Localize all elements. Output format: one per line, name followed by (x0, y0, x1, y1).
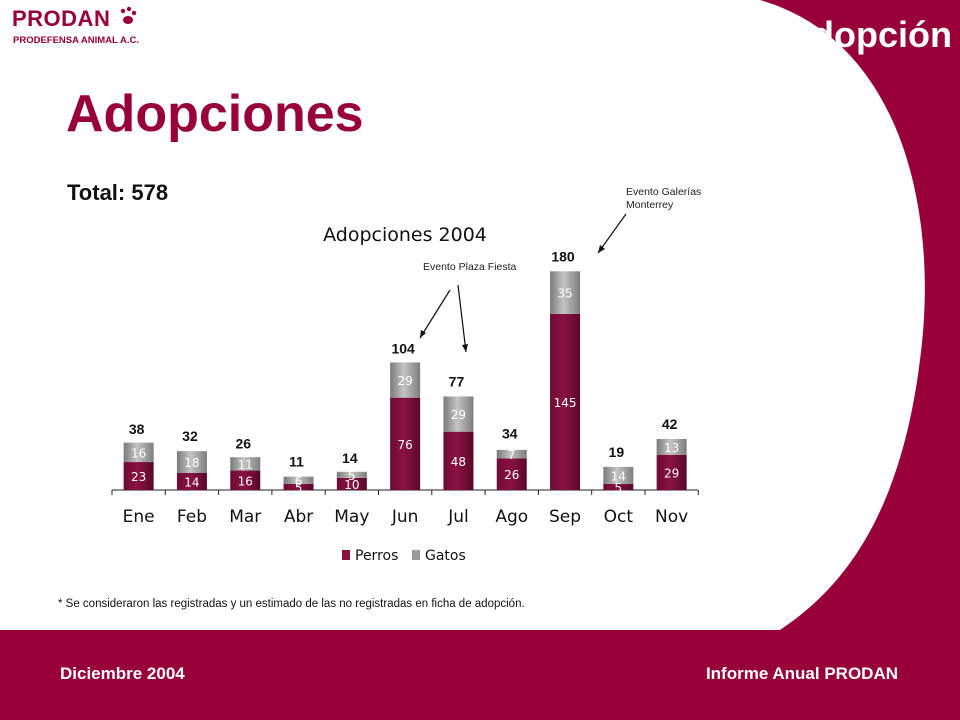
bar-gatos-abr (283, 476, 314, 484)
label-perros-mar: 16 (238, 474, 253, 488)
legend-label-gatos: Gatos (425, 548, 466, 564)
label-total-nov: 42 (662, 416, 678, 432)
bar-gatos-sep (550, 271, 581, 314)
label-perros-ago: 26 (504, 468, 519, 482)
chart-title: Adopciones 2004 (323, 224, 487, 246)
label-total-jul: 77 (449, 373, 465, 389)
bar-perros-oct (603, 483, 634, 490)
total-value: 578 (131, 180, 169, 205)
label-perros-nov: 29 (664, 466, 679, 480)
label-perros-oct: 5 (615, 481, 623, 495)
label-total-ago: 34 (502, 426, 518, 442)
x-tick-label-jul: Jul (447, 507, 469, 527)
section-title: Adopción (786, 14, 952, 55)
bar-perros-abr (283, 483, 314, 490)
label-perros-feb: 14 (184, 475, 199, 489)
x-tick-label-feb: Feb (177, 507, 207, 527)
label-perros-may: 10 (344, 478, 359, 492)
x-tick-label-jun: Jun (391, 507, 419, 527)
bar-perros-feb (176, 472, 207, 490)
label-gatos-abr: 6 (295, 474, 303, 488)
label-gatos-nov: 13 (664, 441, 679, 455)
label-perros-sep: 145 (554, 396, 577, 410)
label-perros-jul: 48 (451, 455, 466, 469)
bar-perros-jun (390, 397, 421, 490)
label-gatos-mar: 11 (238, 458, 253, 472)
label-gatos-may: 5 (348, 469, 356, 483)
annotation-arrows (419, 213, 627, 353)
x-tick-label-oct: Oct (604, 507, 634, 527)
label-total-oct: 19 (609, 444, 625, 460)
label-total-sep: 180 (551, 248, 575, 264)
paw-print-icon (120, 6, 137, 24)
label-gatos-oct: 14 (611, 469, 626, 483)
label-gatos-sep: 35 (557, 287, 572, 301)
x-tick-label-mar: Mar (229, 507, 261, 527)
footer-date: Diciembre 2004 (60, 664, 185, 683)
label-total-ene: 38 (129, 421, 145, 437)
prodan-logo: PRODAN PRODEFENSA ANIMAL A.C. (12, 6, 142, 50)
legend-swatch-gatos (412, 550, 420, 560)
x-tick-label-nov: Nov (655, 507, 688, 527)
bar-gatos-may (336, 471, 367, 478)
bar-gatos-mar (230, 457, 261, 471)
label-total-jun: 104 (391, 341, 415, 357)
label-total-mar: 26 (235, 435, 251, 451)
bar-perros-nov (656, 454, 687, 490)
label-gatos-ago: 7 (508, 448, 516, 462)
footer-report-name: Informe Anual PRODAN (705, 664, 898, 683)
bar-perros-sep (550, 313, 581, 490)
total-label: Total: (67, 180, 126, 205)
bar-gatos-feb (176, 451, 207, 473)
logo-name: PRODAN (12, 6, 111, 31)
chart-legend: Perros Gatos (342, 548, 466, 564)
label-total-may: 14 (342, 450, 358, 466)
legend-swatch-perros (342, 550, 350, 560)
bar-gatos-jun (390, 362, 421, 398)
bar-perros-ago (496, 458, 527, 490)
bar-gatos-jul (443, 396, 474, 432)
label-perros-jun: 76 (398, 438, 413, 452)
footnote: * Se consideraron las registradas y un e… (58, 598, 525, 610)
x-tick-label-may: May (334, 507, 369, 527)
bar-gatos-nov (656, 438, 687, 455)
bar-gatos-oct (603, 466, 634, 484)
label-gatos-ene: 16 (131, 446, 146, 460)
label-gatos-jul: 29 (451, 408, 466, 422)
label-gatos-jun: 29 (398, 374, 413, 388)
bar-perros-mar (230, 470, 261, 490)
logo-subtitle: PRODEFENSA ANIMAL A.C. (13, 35, 139, 46)
label-perros-abr: 5 (295, 481, 303, 495)
total-summary: Total: 578 (67, 180, 168, 206)
x-tick-label-ene: Ene (123, 507, 155, 527)
label-gatos-feb: 18 (184, 456, 199, 470)
annotation-plaza-fiesta: Evento Plaza Fiesta (423, 261, 517, 273)
bar-perros-jul (443, 431, 474, 490)
label-perros-ene: 23 (131, 470, 146, 484)
page-title: Adopciones (66, 85, 364, 143)
label-total-abr: 11 (289, 454, 304, 470)
bar-gatos-ago (496, 449, 527, 459)
x-tick-label-ago: Ago (495, 507, 528, 527)
x-tick-label-abr: Abr (284, 507, 313, 527)
legend-label-perros: Perros (355, 548, 398, 564)
bar-perros-may (336, 477, 367, 490)
x-tick-label-sep: Sep (549, 507, 581, 527)
label-total-feb: 32 (182, 428, 198, 444)
bar-perros-ene (123, 462, 154, 490)
annotation-galerias: Evento Galerías Monterrey (626, 186, 702, 211)
bar-gatos-ene (123, 442, 154, 463)
